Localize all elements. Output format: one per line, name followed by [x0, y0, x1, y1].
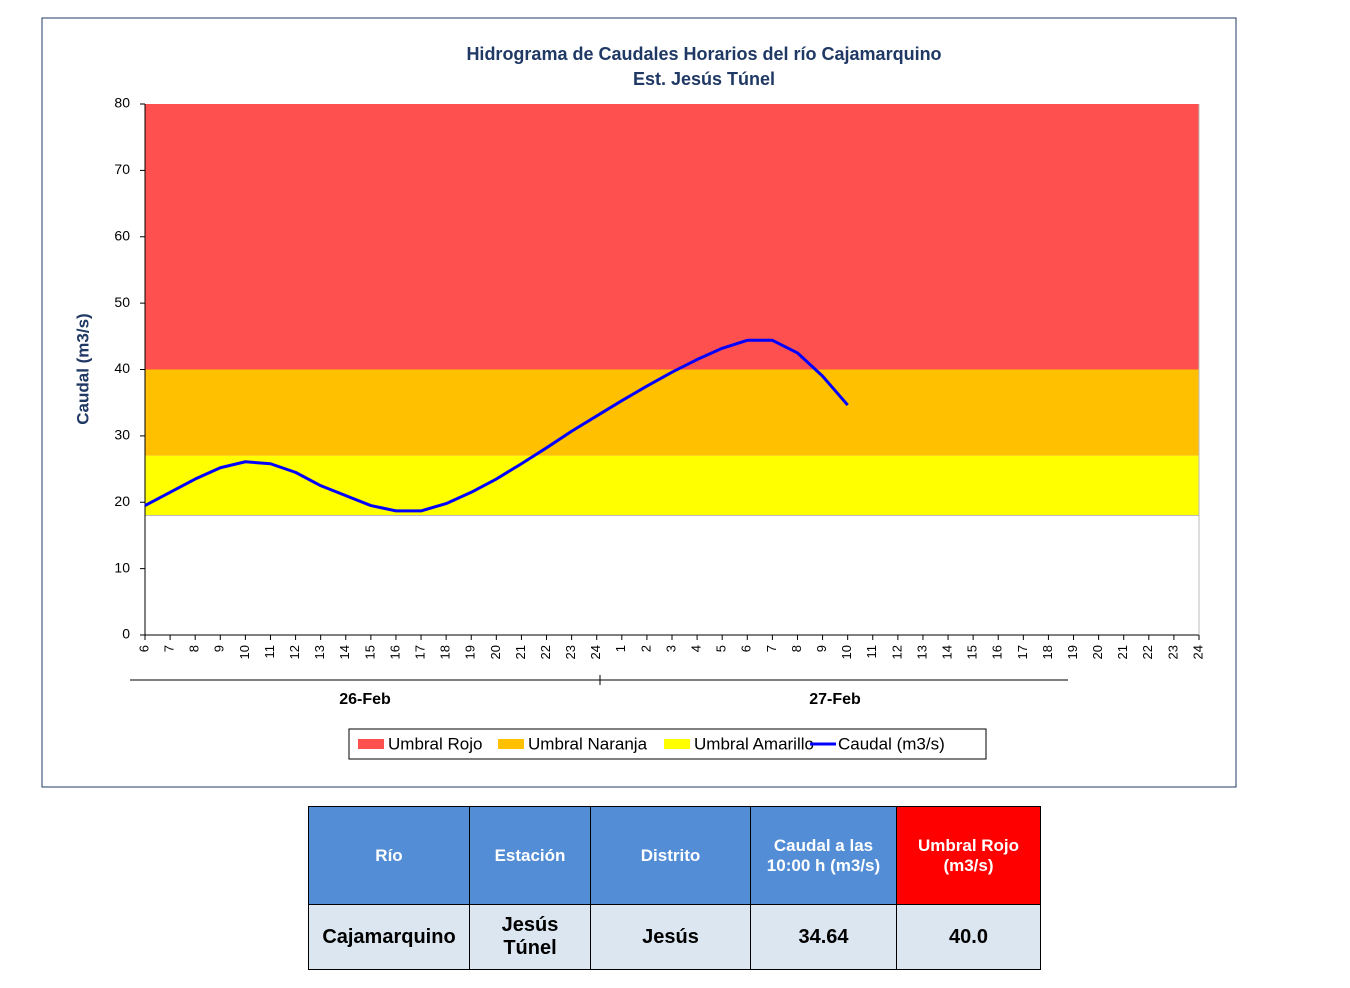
data-line — [144, 338, 849, 513]
x-tick-label: 10 — [237, 645, 252, 659]
header-cell: Umbral Rojo (m3/s) — [896, 806, 1041, 905]
threshold-band — [145, 369, 1199, 456]
legend-swatch — [664, 739, 690, 749]
cell: 40.0 — [896, 904, 1041, 970]
x-tick-label: 2 — [638, 645, 653, 652]
x-tick-label: 13 — [914, 645, 929, 659]
x-tick-label: 24 — [588, 645, 603, 659]
y-tick-label: 70 — [114, 161, 130, 177]
x-tick-label: 15 — [965, 645, 980, 659]
x-tick-label: 18 — [438, 645, 453, 659]
header-cell: Río — [308, 806, 470, 905]
legend-label: Umbral Naranja — [528, 734, 648, 753]
x-tick-label: 23 — [563, 645, 578, 659]
header-cell: Estación — [469, 806, 591, 905]
legend-label: Caudal (m3/s) — [838, 734, 945, 753]
x-tick-label: 19 — [463, 645, 478, 659]
x-tick-label: 19 — [1065, 645, 1080, 659]
x-tick-label: 3 — [663, 645, 678, 652]
x-tick-label: 22 — [1140, 645, 1155, 659]
x-tick-label: 6 — [739, 645, 754, 652]
x-tick-label: 20 — [1090, 645, 1105, 659]
header-cell: Distrito — [590, 806, 751, 905]
legend-label: Umbral Amarillo — [694, 734, 814, 753]
y-tick-label: 30 — [114, 427, 130, 443]
legend-swatch — [498, 739, 524, 749]
cell: Cajamarquino — [308, 904, 470, 970]
y-tick-label: 0 — [122, 626, 130, 642]
chart: Hidrograma de Caudales Horarios del río … — [41, 17, 1237, 788]
chart-title: Hidrograma de Caudales Horarios del río … — [466, 44, 941, 64]
group-label: 26-Feb — [339, 691, 391, 708]
x-tick-label: 7 — [162, 645, 177, 652]
x-tick-label: 23 — [1165, 645, 1180, 659]
legend-swatch — [358, 739, 384, 749]
x-tick-label: 1 — [613, 645, 628, 652]
x-tick-label: 12 — [889, 645, 904, 659]
threshold-band — [145, 455, 1199, 516]
x-tick-label: 16 — [387, 645, 402, 659]
x-tick-label: 12 — [287, 645, 302, 659]
x-tick-label: 14 — [337, 645, 352, 659]
legend-label: Umbral Rojo — [388, 734, 482, 753]
x-tick-label: 22 — [538, 645, 553, 659]
x-tick-label: 11 — [864, 645, 879, 659]
y-tick-label: 80 — [114, 95, 130, 111]
summary-table: Río Estación Distrito Caudal a las 10:00… — [308, 806, 1041, 970]
table-row: Cajamarquino Jesús Túnel Jesús 34.64 40.… — [308, 904, 1041, 970]
cell: Jesús Túnel — [469, 904, 591, 970]
table-header: Río Estación Distrito Caudal a las 10:00… — [308, 806, 1041, 905]
x-tick-label: 4 — [689, 645, 704, 652]
y-tick-label: 20 — [114, 493, 130, 509]
x-tick-label: 5 — [714, 645, 729, 652]
threshold-band — [145, 104, 1199, 370]
x-tick-label: 14 — [939, 645, 954, 659]
x-tick-label: 9 — [212, 645, 227, 652]
y-tick-label: 60 — [114, 227, 130, 243]
y-tick-label: 40 — [114, 360, 130, 376]
cell: 34.64 — [750, 904, 897, 970]
y-axis-label: Caudal (m3/s) — [73, 313, 92, 424]
x-tick-label: 17 — [1015, 645, 1030, 659]
x-tick-label: 24 — [1190, 645, 1205, 659]
y-tick-label: 50 — [114, 294, 130, 310]
x-tick-label: 18 — [1040, 645, 1055, 659]
x-tick-label: 8 — [789, 645, 804, 652]
x-tick-label: 15 — [362, 645, 377, 659]
cell: Jesús — [590, 904, 751, 970]
group-label: 27-Feb — [809, 691, 861, 708]
x-tick-label: 21 — [1115, 645, 1130, 659]
x-tick-label: 7 — [764, 645, 779, 652]
x-tick-label: 13 — [312, 645, 327, 659]
x-tick-label: 10 — [839, 645, 854, 659]
x-tick-label: 20 — [488, 645, 503, 659]
x-tick-label: 17 — [412, 645, 427, 659]
y-tick-label: 10 — [114, 559, 130, 575]
x-tick-label: 11 — [262, 645, 277, 659]
x-tick-label: 8 — [187, 645, 202, 652]
x-tick-label: 6 — [136, 645, 151, 652]
chart-subtitle: Est. Jesús Túnel — [633, 69, 775, 89]
x-tick-label: 9 — [814, 645, 829, 652]
x-tick-label: 16 — [990, 645, 1005, 659]
x-tick-label: 21 — [513, 645, 528, 659]
header-cell: Caudal a las 10:00 h (m3/s) — [750, 806, 897, 905]
